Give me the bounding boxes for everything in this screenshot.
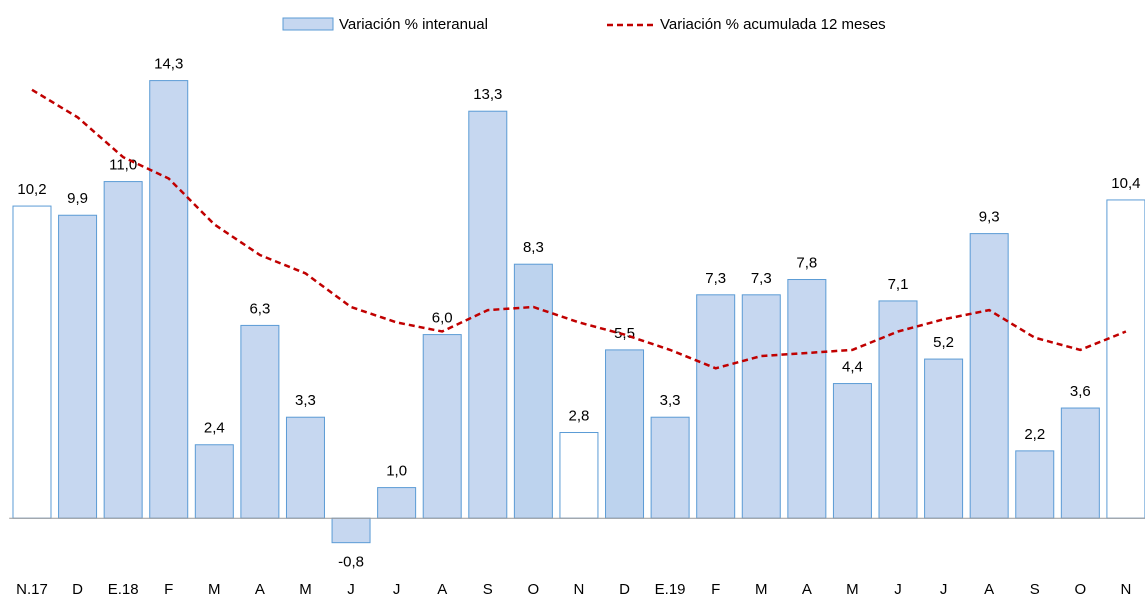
x-tick-label: D (72, 581, 83, 598)
bar (468, 110, 508, 519)
bar (1015, 450, 1055, 519)
value-label: 9,9 (67, 190, 88, 207)
value-label: 3,3 (295, 392, 316, 409)
x-tick-label: J (894, 581, 902, 598)
value-label: 6,0 (432, 310, 453, 327)
bar (605, 349, 645, 519)
bar (878, 300, 918, 519)
bar (787, 279, 827, 519)
x-tick-label: M (846, 581, 859, 598)
value-label: 7,3 (751, 270, 772, 287)
value-label: 9,3 (979, 209, 1000, 226)
value-label: 14,3 (154, 56, 183, 73)
bar (285, 416, 325, 519)
x-tick-label: J (940, 581, 948, 598)
bar (103, 181, 143, 519)
bar (149, 80, 189, 519)
value-label: 11,0 (109, 157, 137, 174)
value-label: 8,3 (523, 239, 544, 256)
x-tick-label: N.17 (16, 581, 48, 598)
x-tick-label: D (619, 581, 630, 598)
value-label: 10,4 (1111, 175, 1140, 192)
bar (240, 324, 280, 519)
value-label: 3,3 (660, 392, 681, 409)
value-label: 10,2 (17, 181, 46, 198)
x-tick-label: O (1074, 581, 1086, 598)
value-label: 2,8 (569, 407, 590, 424)
value-label: 1,0 (386, 463, 407, 480)
x-tick-label: A (255, 581, 265, 598)
bar (741, 294, 781, 519)
value-label: 7,3 (705, 270, 726, 287)
line (31, 88, 1127, 370)
bar (331, 517, 371, 544)
value-label: 13,3 (473, 86, 502, 103)
bar (696, 294, 736, 519)
bar (1106, 199, 1145, 519)
x-tick-label: M (299, 581, 312, 598)
bar (12, 205, 52, 519)
x-tick-label: J (393, 581, 401, 598)
value-label: 5,2 (933, 334, 954, 351)
value-label: 7,1 (888, 276, 909, 293)
x-tick-label: N (1120, 581, 1131, 598)
value-label: 2,2 (1024, 426, 1045, 443)
bar (1060, 407, 1100, 519)
x-tick-label: M (208, 581, 221, 598)
x-tick-label: M (755, 581, 768, 598)
x-tick-label: S (1030, 581, 1040, 598)
value-label: 7,8 (796, 254, 817, 271)
x-tick-label: O (528, 581, 540, 598)
legend-label: Variación % interanual (339, 16, 488, 33)
value-label: 3,6 (1070, 383, 1091, 400)
value-label: 2,4 (204, 420, 225, 437)
x-tick-label: F (164, 581, 173, 598)
bar (924, 358, 964, 519)
bar (422, 334, 462, 519)
bar (832, 383, 872, 519)
legend-label: Variación % acumulada 12 meses (660, 16, 886, 33)
value-label: 4,4 (842, 359, 863, 376)
value-label: -0,8 (338, 554, 364, 571)
bar (559, 432, 599, 519)
x-tick-label: E.19 (655, 581, 686, 598)
x-tick-label: N (574, 581, 585, 598)
x-tick-label: E.18 (108, 581, 139, 598)
x-tick-label: S (483, 581, 493, 598)
bar (377, 487, 417, 519)
x-tick-label: A (984, 581, 994, 598)
value-label: 6,3 (249, 300, 270, 317)
x-tick-label: F (711, 581, 720, 598)
bar (513, 263, 553, 519)
bar (194, 444, 234, 519)
bar (58, 214, 98, 519)
x-tick-label: A (802, 581, 812, 598)
x-tick-label: A (437, 581, 447, 598)
legend-swatch (282, 17, 334, 31)
x-tick-label: J (347, 581, 355, 598)
bar (969, 233, 1009, 519)
bar (650, 416, 690, 519)
